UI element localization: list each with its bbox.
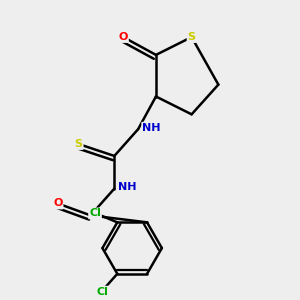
Text: O: O bbox=[118, 32, 128, 42]
Text: Cl: Cl bbox=[97, 287, 108, 297]
Text: S: S bbox=[75, 139, 83, 149]
Text: S: S bbox=[188, 32, 196, 42]
Text: O: O bbox=[53, 199, 62, 208]
Text: Cl: Cl bbox=[89, 208, 101, 218]
Text: NH: NH bbox=[142, 123, 161, 133]
Text: NH: NH bbox=[118, 182, 137, 192]
